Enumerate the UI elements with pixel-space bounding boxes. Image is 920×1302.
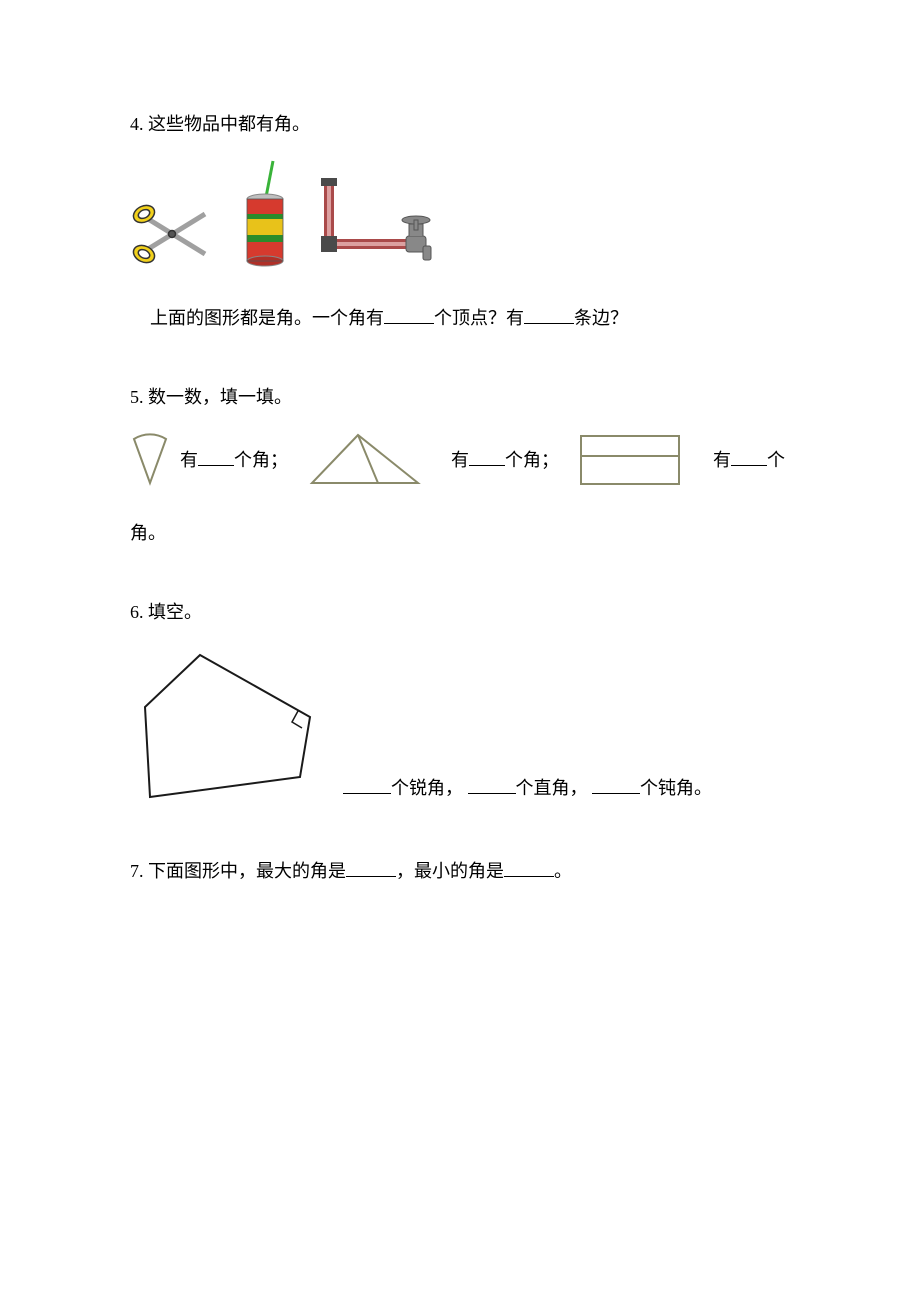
q5-blank-triangle[interactable] bbox=[469, 447, 505, 466]
q6-text: 个锐角， 个直角， 个钝角。 bbox=[343, 774, 712, 807]
q7-blank-min[interactable] bbox=[504, 858, 554, 877]
q5-triangle-text: 有 个角； bbox=[451, 446, 559, 475]
content-area: 4. 这些物品中都有角。 bbox=[0, 0, 920, 886]
q7-text-end: 。 bbox=[554, 861, 572, 881]
question-7: 7. 下面图形中，最大的角是 ，最小的角是 。 bbox=[130, 857, 790, 886]
q5-item-sector: 有 个角； bbox=[130, 433, 288, 487]
q7-text-pre: 7. 下面图形中，最大的角是 bbox=[130, 861, 346, 881]
q4-blank-edges[interactable] bbox=[524, 305, 574, 324]
q6-blank-obtuse[interactable] bbox=[592, 775, 640, 794]
question-6: 6. 填空。 个锐角， 个直角， 个钝角。 bbox=[130, 598, 790, 807]
q5-sector-text: 有 个角； bbox=[180, 446, 288, 475]
q6-heading: 6. 填空。 bbox=[130, 598, 790, 627]
q5-item-triangle: 有 个角； bbox=[308, 431, 559, 489]
scissors-icon bbox=[130, 194, 220, 274]
triangle-shape-icon bbox=[308, 431, 423, 489]
q5-ge-1: 个角； bbox=[234, 450, 288, 470]
q5-rect-text: 有个 bbox=[713, 446, 785, 475]
q5-ge-3: 个 bbox=[767, 450, 785, 470]
q6-label-acute: 个锐角， bbox=[391, 778, 463, 798]
q4-objects-row bbox=[130, 159, 790, 274]
q5-ge-2: 个角； bbox=[505, 450, 559, 470]
q5-blank-sector[interactable] bbox=[198, 447, 234, 466]
rectangle-shape-icon bbox=[579, 434, 681, 486]
q4-text-mid: 个顶点？有 bbox=[434, 308, 524, 328]
q6-label-obtuse: 个钝角。 bbox=[640, 778, 712, 798]
q5-row: 有 个角； 有 个角； bbox=[130, 431, 790, 489]
q6-label-right: 个直角， bbox=[516, 778, 588, 798]
question-4: 4. 这些物品中都有角。 bbox=[130, 110, 790, 333]
q5-has-3: 有 bbox=[713, 450, 731, 470]
q7-blank-max[interactable] bbox=[346, 858, 396, 877]
q7-text-mid: ，最小的角是 bbox=[396, 861, 504, 881]
soda-can-icon bbox=[238, 159, 293, 274]
q5-blank-rect[interactable] bbox=[731, 447, 767, 466]
q4-text-pre: 上面的图形都是角。一个角有 bbox=[150, 308, 384, 328]
q5-has-1: 有 bbox=[180, 450, 198, 470]
page: 4. 这些物品中都有角。 bbox=[0, 0, 920, 1302]
q7-heading: 7. 下面图形中，最大的角是 ，最小的角是 。 bbox=[130, 857, 790, 886]
q6-row: 个锐角， 个直角， 个钝角。 bbox=[130, 647, 790, 807]
q6-blank-right[interactable] bbox=[468, 775, 516, 794]
q5-trailing: 角。 bbox=[130, 519, 790, 548]
q6-blank-acute[interactable] bbox=[343, 775, 391, 794]
q4-text-end: 条边？ bbox=[574, 308, 628, 328]
q5-item-rectangle: 有个 bbox=[579, 434, 785, 486]
pentagon-shape-icon bbox=[130, 647, 325, 807]
q5-heading: 5. 数一数，填一填。 bbox=[130, 383, 790, 412]
sector-shape-icon bbox=[130, 433, 172, 487]
q4-heading: 4. 这些物品中都有角。 bbox=[130, 110, 790, 139]
q4-blank-vertices[interactable] bbox=[384, 305, 434, 324]
q5-has-2: 有 bbox=[451, 450, 469, 470]
pipe-faucet-icon bbox=[311, 174, 451, 274]
question-5: 5. 数一数，填一填。 有 个角； bbox=[130, 383, 790, 549]
q4-statement: 上面的图形都是角。一个角有 个顶点？有 条边？ bbox=[150, 304, 790, 333]
